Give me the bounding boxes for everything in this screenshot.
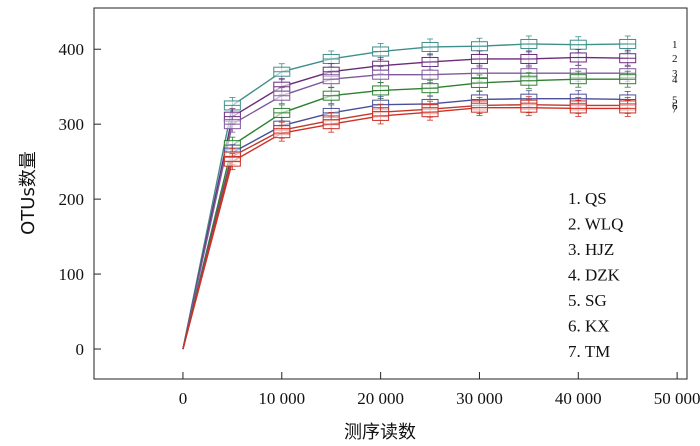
series-tm: 7 xyxy=(182,99,678,350)
legend: 1. QS 2. WLQ 3. HJZ 4. DZK 5. SG 6. KX 7. TM xyxy=(568,189,623,361)
data-point xyxy=(520,50,538,68)
series-line xyxy=(182,78,628,350)
data-point xyxy=(520,99,538,117)
data-point xyxy=(619,100,637,117)
x-tick-label: 50 000 xyxy=(654,389,700,408)
series-line xyxy=(182,106,628,350)
series-line xyxy=(182,43,628,350)
data-point xyxy=(619,35,637,53)
data-point xyxy=(322,87,340,105)
series-line xyxy=(182,72,628,350)
x-tick-label: 30 000 xyxy=(456,389,503,408)
data-point xyxy=(421,38,439,56)
series-end-label: 2 xyxy=(672,53,678,65)
legend-item: 6. KX xyxy=(568,317,610,336)
series-layer: 1 2 34 567 xyxy=(182,35,678,350)
legend-item: 3. HJZ xyxy=(568,240,614,259)
y-tick-label: 400 xyxy=(59,40,85,59)
x-axis-title: 测序读数 xyxy=(344,422,416,443)
legend-item: 2. WLQ xyxy=(568,215,623,234)
data-point xyxy=(322,70,340,88)
legend-item: 5. SG xyxy=(568,291,607,310)
x-tick-label: 0 xyxy=(179,389,188,408)
y-axis-title: OTUs数量 xyxy=(18,151,39,235)
x-tick-label: 10 000 xyxy=(258,389,305,408)
data-point xyxy=(273,124,291,142)
data-point xyxy=(372,43,390,60)
data-point xyxy=(223,153,241,171)
data-point xyxy=(421,103,439,121)
data-point xyxy=(421,79,439,97)
data-point xyxy=(470,99,488,117)
series-end-label: 7 xyxy=(672,103,678,115)
data-point xyxy=(322,115,340,133)
y-tick-label: 300 xyxy=(59,115,85,134)
data-point xyxy=(470,50,488,68)
x-tick-label: 20 000 xyxy=(357,389,404,408)
y-tick-label: 0 xyxy=(76,340,85,359)
x-tick-label: 40 000 xyxy=(555,389,602,408)
data-point xyxy=(273,78,291,96)
data-point xyxy=(520,35,538,53)
series-dzk: 4 xyxy=(182,70,678,350)
y-tick-label: 100 xyxy=(59,265,85,284)
data-point xyxy=(619,49,637,67)
series-end-label: 4 xyxy=(672,74,678,86)
series-line xyxy=(182,103,628,350)
data-point xyxy=(421,66,439,84)
data-point xyxy=(569,70,587,88)
series-qs: 1 xyxy=(182,35,678,350)
data-point xyxy=(470,74,488,92)
legend-item: 7. TM xyxy=(568,342,610,361)
data-point xyxy=(619,70,637,88)
plot-frame xyxy=(93,7,688,380)
legend-item: 4. DZK xyxy=(568,266,621,285)
series-line xyxy=(182,97,628,350)
data-point xyxy=(569,100,587,117)
series-line xyxy=(182,56,628,350)
data-point xyxy=(273,63,291,81)
data-point xyxy=(372,82,390,99)
data-point xyxy=(569,49,587,66)
series-end-label: 3 xyxy=(672,68,678,80)
data-point xyxy=(223,115,241,133)
data-point xyxy=(273,87,291,105)
series-end-label: 6 xyxy=(672,100,678,112)
legend-item: 1. QS xyxy=(568,189,607,208)
data-point xyxy=(520,72,538,90)
data-point xyxy=(372,107,390,125)
axis-ticks: 0 10 000 20 000 30 000 40 000 50 000 0 100 200 30… xyxy=(59,40,700,408)
y-tick-label: 200 xyxy=(59,190,85,209)
series-end-label: 5 xyxy=(672,94,678,106)
series-end-label: 1 xyxy=(672,39,678,51)
